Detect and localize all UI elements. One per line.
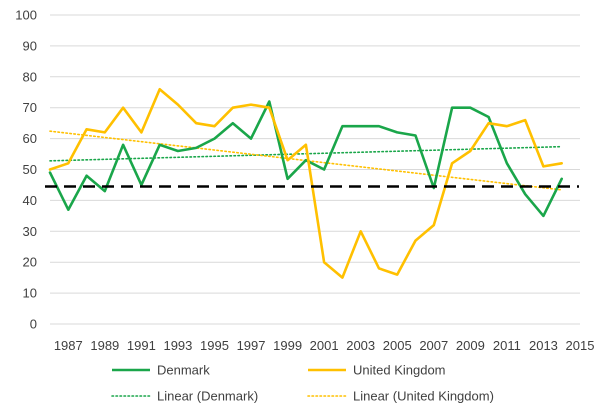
x-tick-label-1993: 1993 (163, 338, 192, 353)
x-tick-label-2013: 2013 (529, 338, 558, 353)
x-tick-label-1991: 1991 (127, 338, 156, 353)
y-tick-label-90: 90 (23, 38, 37, 53)
series-line-0 (48, 100, 564, 218)
x-tick-label-2011: 2011 (493, 338, 521, 353)
x-axis-ticks: 1987 1989 1991 1993 1995 1997 1999 2001 2003 2005… (54, 338, 595, 353)
x-tick-label-1995: 1995 (200, 338, 229, 353)
y-tick-label-80: 80 (23, 69, 37, 84)
x-tick-label-2015: 2015 (566, 338, 595, 353)
x-tick-label-2007: 2007 (419, 338, 448, 353)
x-tick-label-2009: 2009 (456, 338, 485, 353)
y-tick-label-100: 100 (15, 8, 37, 23)
y-tick-label-40: 40 (23, 193, 37, 208)
y-tick-label-50: 50 (23, 162, 37, 177)
x-tick-label-1989: 1989 (90, 338, 119, 353)
series-line-1 (48, 87, 564, 279)
x-tick-label-2001: 2001 (310, 338, 339, 353)
data-series (48, 87, 564, 279)
x-tick-label-2005: 2005 (383, 338, 412, 353)
legend: Denmark United Kingdom Linear (Denmark) Lin… (111, 363, 494, 404)
y-tick-label-20: 20 (23, 255, 37, 270)
legend-label-0: Denmark (157, 363, 210, 378)
x-tick-label-1999: 1999 (273, 338, 302, 353)
y-axis-ticks: 0 10 20 30 40 50 60 70 80 90 100 (15, 8, 37, 332)
gridlines (50, 14, 580, 325)
x-tick-label-1997: 1997 (237, 338, 266, 353)
legend-label-2: Linear (Denmark) (157, 389, 258, 404)
y-tick-label-60: 60 (23, 131, 37, 146)
y-tick-label-30: 30 (23, 224, 37, 239)
x-tick-label-2003: 2003 (346, 338, 375, 353)
legend-label-1: United Kingdom (353, 363, 446, 378)
y-tick-label-10: 10 (23, 286, 37, 301)
x-tick-label-1987: 1987 (54, 338, 83, 353)
y-tick-label-0: 0 (30, 317, 37, 332)
y-tick-label-70: 70 (23, 100, 37, 115)
legend-label-3: Linear (United Kingdom) (353, 389, 494, 404)
trendline-0 (49, 145, 563, 162)
